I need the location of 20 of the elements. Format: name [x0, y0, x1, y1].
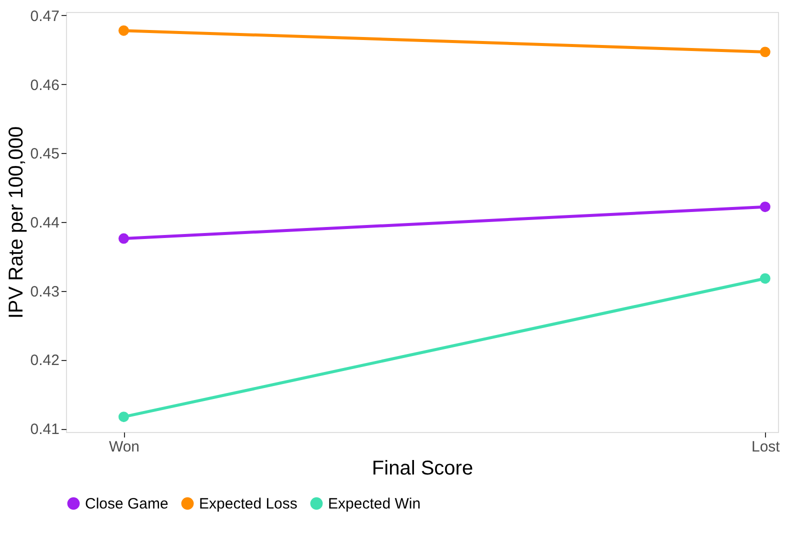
point: [118, 233, 129, 244]
legend-label: Close Game: [85, 496, 168, 513]
x-tick-label: Lost: [751, 438, 781, 456]
y-tick-label: 0.45: [30, 146, 60, 163]
point: [118, 412, 129, 422]
point: [760, 46, 770, 58]
y-axis-title: IPV Rate per 100,000: [5, 126, 28, 319]
x-axis-title: Final Score: [372, 458, 474, 480]
point: [760, 202, 770, 212]
y-tick-label: 0.46: [30, 76, 60, 94]
point: [118, 25, 129, 36]
legend-label: Expected Win: [328, 496, 421, 513]
point: [760, 273, 770, 284]
y-tick-label: 0.41: [30, 421, 60, 438]
x-tick-label: Won: [108, 438, 140, 456]
y-tick-label: 0.44: [30, 214, 60, 232]
y-tick-label: 0.47: [30, 8, 60, 25]
legend-label: Expected Loss: [199, 496, 298, 513]
y-tick-label: 0.42: [30, 352, 60, 370]
y-tick-label: 0.43: [30, 283, 60, 300]
